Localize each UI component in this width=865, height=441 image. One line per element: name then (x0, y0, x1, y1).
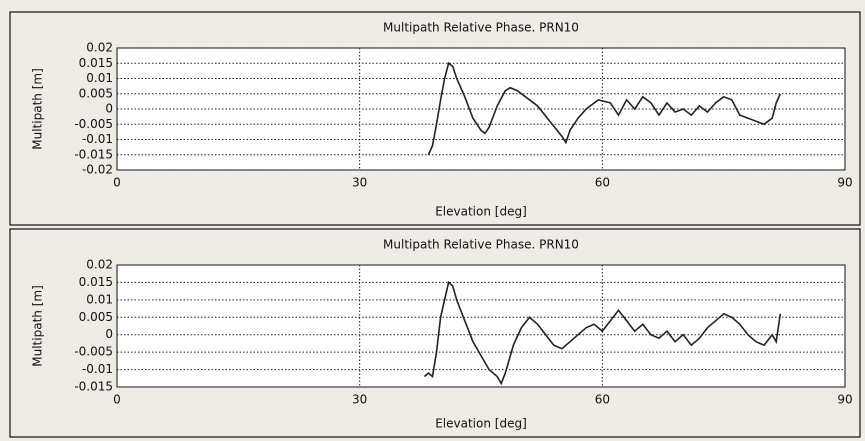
x-tick-label: 90 (837, 393, 852, 407)
x-axis-label: Elevation [deg] (435, 417, 527, 431)
x-tick-label: 0 (113, 176, 121, 190)
y-tick-label: -0.005 (74, 117, 113, 131)
data-line (423, 280, 782, 386)
x-tick-label: 60 (595, 176, 610, 190)
x-tick-label: 0 (113, 393, 121, 407)
x-tick-label: 30 (352, 393, 367, 407)
y-axis-label: Multipath [m] (31, 68, 45, 149)
y-tick-label: -0.01 (82, 362, 113, 376)
y-tick-label: -0.02 (82, 163, 113, 177)
plot-area (116, 264, 846, 388)
x-tick-label: 30 (352, 176, 367, 190)
y-tick-label: 0.015 (79, 275, 113, 289)
y-tick-label: 0.01 (86, 292, 113, 306)
y-tick-label: 0.01 (86, 71, 113, 85)
y-axis-label: Multipath [m] (31, 285, 45, 366)
y-tick-label: 0 (105, 102, 113, 116)
panel (9, 228, 861, 438)
y-tick-label: 0.005 (79, 310, 113, 324)
y-tick-label: 0.005 (79, 86, 113, 100)
y-tick-label: 0 (105, 327, 113, 341)
y-tick-label: 0.02 (86, 258, 113, 272)
y-tick-label: -0.015 (74, 380, 113, 394)
panel (9, 11, 861, 226)
x-axis-label: Elevation [deg] (435, 205, 527, 219)
x-tick-label: 90 (837, 176, 852, 190)
y-tick-label: 0.015 (79, 56, 113, 70)
y-tick-label: 0.02 (86, 41, 113, 55)
chart-title: Multipath Relative Phase. PRN10 (383, 21, 579, 35)
chart-title: Multipath Relative Phase. PRN10 (383, 238, 579, 252)
y-tick-label: -0.01 (82, 132, 113, 146)
y-tick-label: -0.015 (74, 147, 113, 161)
x-tick-label: 60 (595, 393, 610, 407)
y-tick-label: -0.005 (74, 345, 113, 359)
data-line (427, 61, 782, 156)
